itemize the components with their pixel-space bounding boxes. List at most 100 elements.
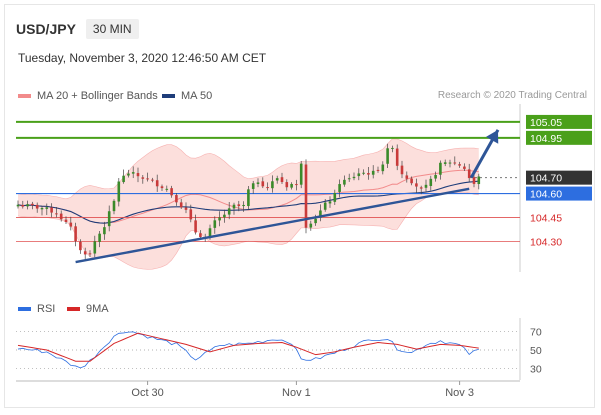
candle-body [415, 183, 418, 187]
credit-text: Research © 2020 Trading Central [437, 90, 587, 101]
candle-body [319, 210, 322, 218]
candle-body [386, 148, 389, 164]
chart-header: USD/JPY 30 MIN [16, 19, 139, 39]
candle-body [424, 184, 428, 188]
legend-9ma: 9MA [67, 303, 109, 315]
level-tag-104-70 [526, 170, 592, 185]
candle-body [261, 181, 265, 187]
legend-ma50-label: MA 50 [181, 90, 213, 102]
support-trendline [75, 187, 470, 264]
candle-body [93, 241, 97, 254]
candle-body [280, 177, 284, 183]
candle-body [117, 181, 121, 202]
rsi-series-9ma [17, 332, 479, 362]
candle-body [227, 208, 231, 215]
candle-body [151, 179, 154, 181]
candle-body [453, 162, 457, 164]
candle-body [357, 173, 361, 177]
x-tick-label: Nov 1 [282, 387, 311, 399]
forecast-arrow-head [486, 129, 499, 144]
candle-body [35, 204, 39, 209]
candle-body [448, 162, 452, 164]
candle-body [55, 213, 58, 215]
candle-body [376, 169, 380, 171]
candle-body [237, 204, 241, 207]
legend-bb-label: MA 20 + Bollinger Bands [37, 90, 158, 102]
candle-body [79, 241, 82, 251]
candle-body [83, 251, 87, 255]
legend-bollinger: MA 20 + Bollinger Bands [18, 90, 158, 102]
candle-body [333, 192, 337, 202]
candle-body [98, 233, 101, 242]
candle-body [26, 204, 29, 207]
candle-body [338, 184, 341, 192]
candle-body [155, 180, 159, 187]
candle-body [367, 173, 370, 175]
candle-body [477, 176, 481, 185]
candle-body [165, 188, 169, 190]
rsi-tick-label: 70 [530, 326, 542, 338]
instrument-title: USD/JPY [16, 21, 76, 37]
candle-body [122, 175, 125, 183]
candle-body [189, 209, 193, 220]
bollinger-upper-line [17, 138, 479, 200]
level-label-104-60: 104.60 [530, 189, 562, 201]
candle-body [218, 217, 221, 221]
candle-body [136, 173, 140, 177]
candle-body [429, 178, 433, 186]
candle-body [323, 202, 327, 210]
timeframe-badge[interactable]: 30 MIN [85, 19, 139, 39]
candle-body [347, 178, 351, 180]
candle-body [266, 187, 269, 189]
candle-body [16, 204, 20, 207]
candle-body [59, 213, 63, 220]
legend-swatch-bb [18, 94, 31, 98]
candle-body [395, 148, 399, 166]
level-label-104-30: 104.30 [530, 236, 562, 248]
candle-body [223, 214, 226, 218]
candle-body [400, 165, 404, 175]
candle-body [112, 200, 116, 212]
x-tick-label: Oct 30 [131, 387, 163, 399]
level-label-104-95: 104.95 [530, 133, 562, 145]
candle-body [31, 203, 34, 206]
candle-body [304, 164, 308, 228]
candle-body [179, 202, 183, 208]
candle-body [107, 211, 111, 227]
rsi-tick-label: 30 [530, 364, 542, 376]
candle-body [256, 182, 260, 184]
candle-body [405, 175, 409, 179]
candle-body [131, 172, 135, 174]
candle-body [199, 233, 202, 238]
candle-body [467, 169, 471, 179]
legend-swatch-ma50 [162, 94, 175, 98]
candle-body [103, 227, 106, 235]
candle-body [343, 179, 346, 185]
candle-body [290, 183, 293, 188]
level-tag-105-05 [526, 114, 592, 129]
candle-body [127, 173, 130, 176]
candle-body [208, 228, 212, 238]
candle-body [146, 178, 149, 180]
candle-body [309, 223, 313, 228]
candle-body [251, 183, 255, 189]
candle-body [458, 164, 461, 166]
legend-rsi: RSI [18, 303, 55, 315]
legend-rsi-label: RSI [37, 303, 56, 315]
candle-body [295, 184, 298, 186]
level-label-105-05: 105.05 [530, 117, 562, 129]
candle-body [69, 222, 73, 227]
candle-body [371, 170, 375, 175]
candle-body [21, 204, 25, 207]
candle-body [40, 207, 44, 210]
chart-datetime: Tuesday, November 3, 2020 12:46:50 AM CE… [18, 51, 267, 65]
candle-body [74, 226, 77, 242]
candle-body [328, 201, 332, 204]
candle-body [443, 162, 447, 164]
candle-body [88, 253, 92, 255]
candle-body [242, 204, 245, 207]
candle-body [232, 204, 236, 209]
candle-body [271, 181, 274, 189]
candle-body [362, 172, 365, 174]
